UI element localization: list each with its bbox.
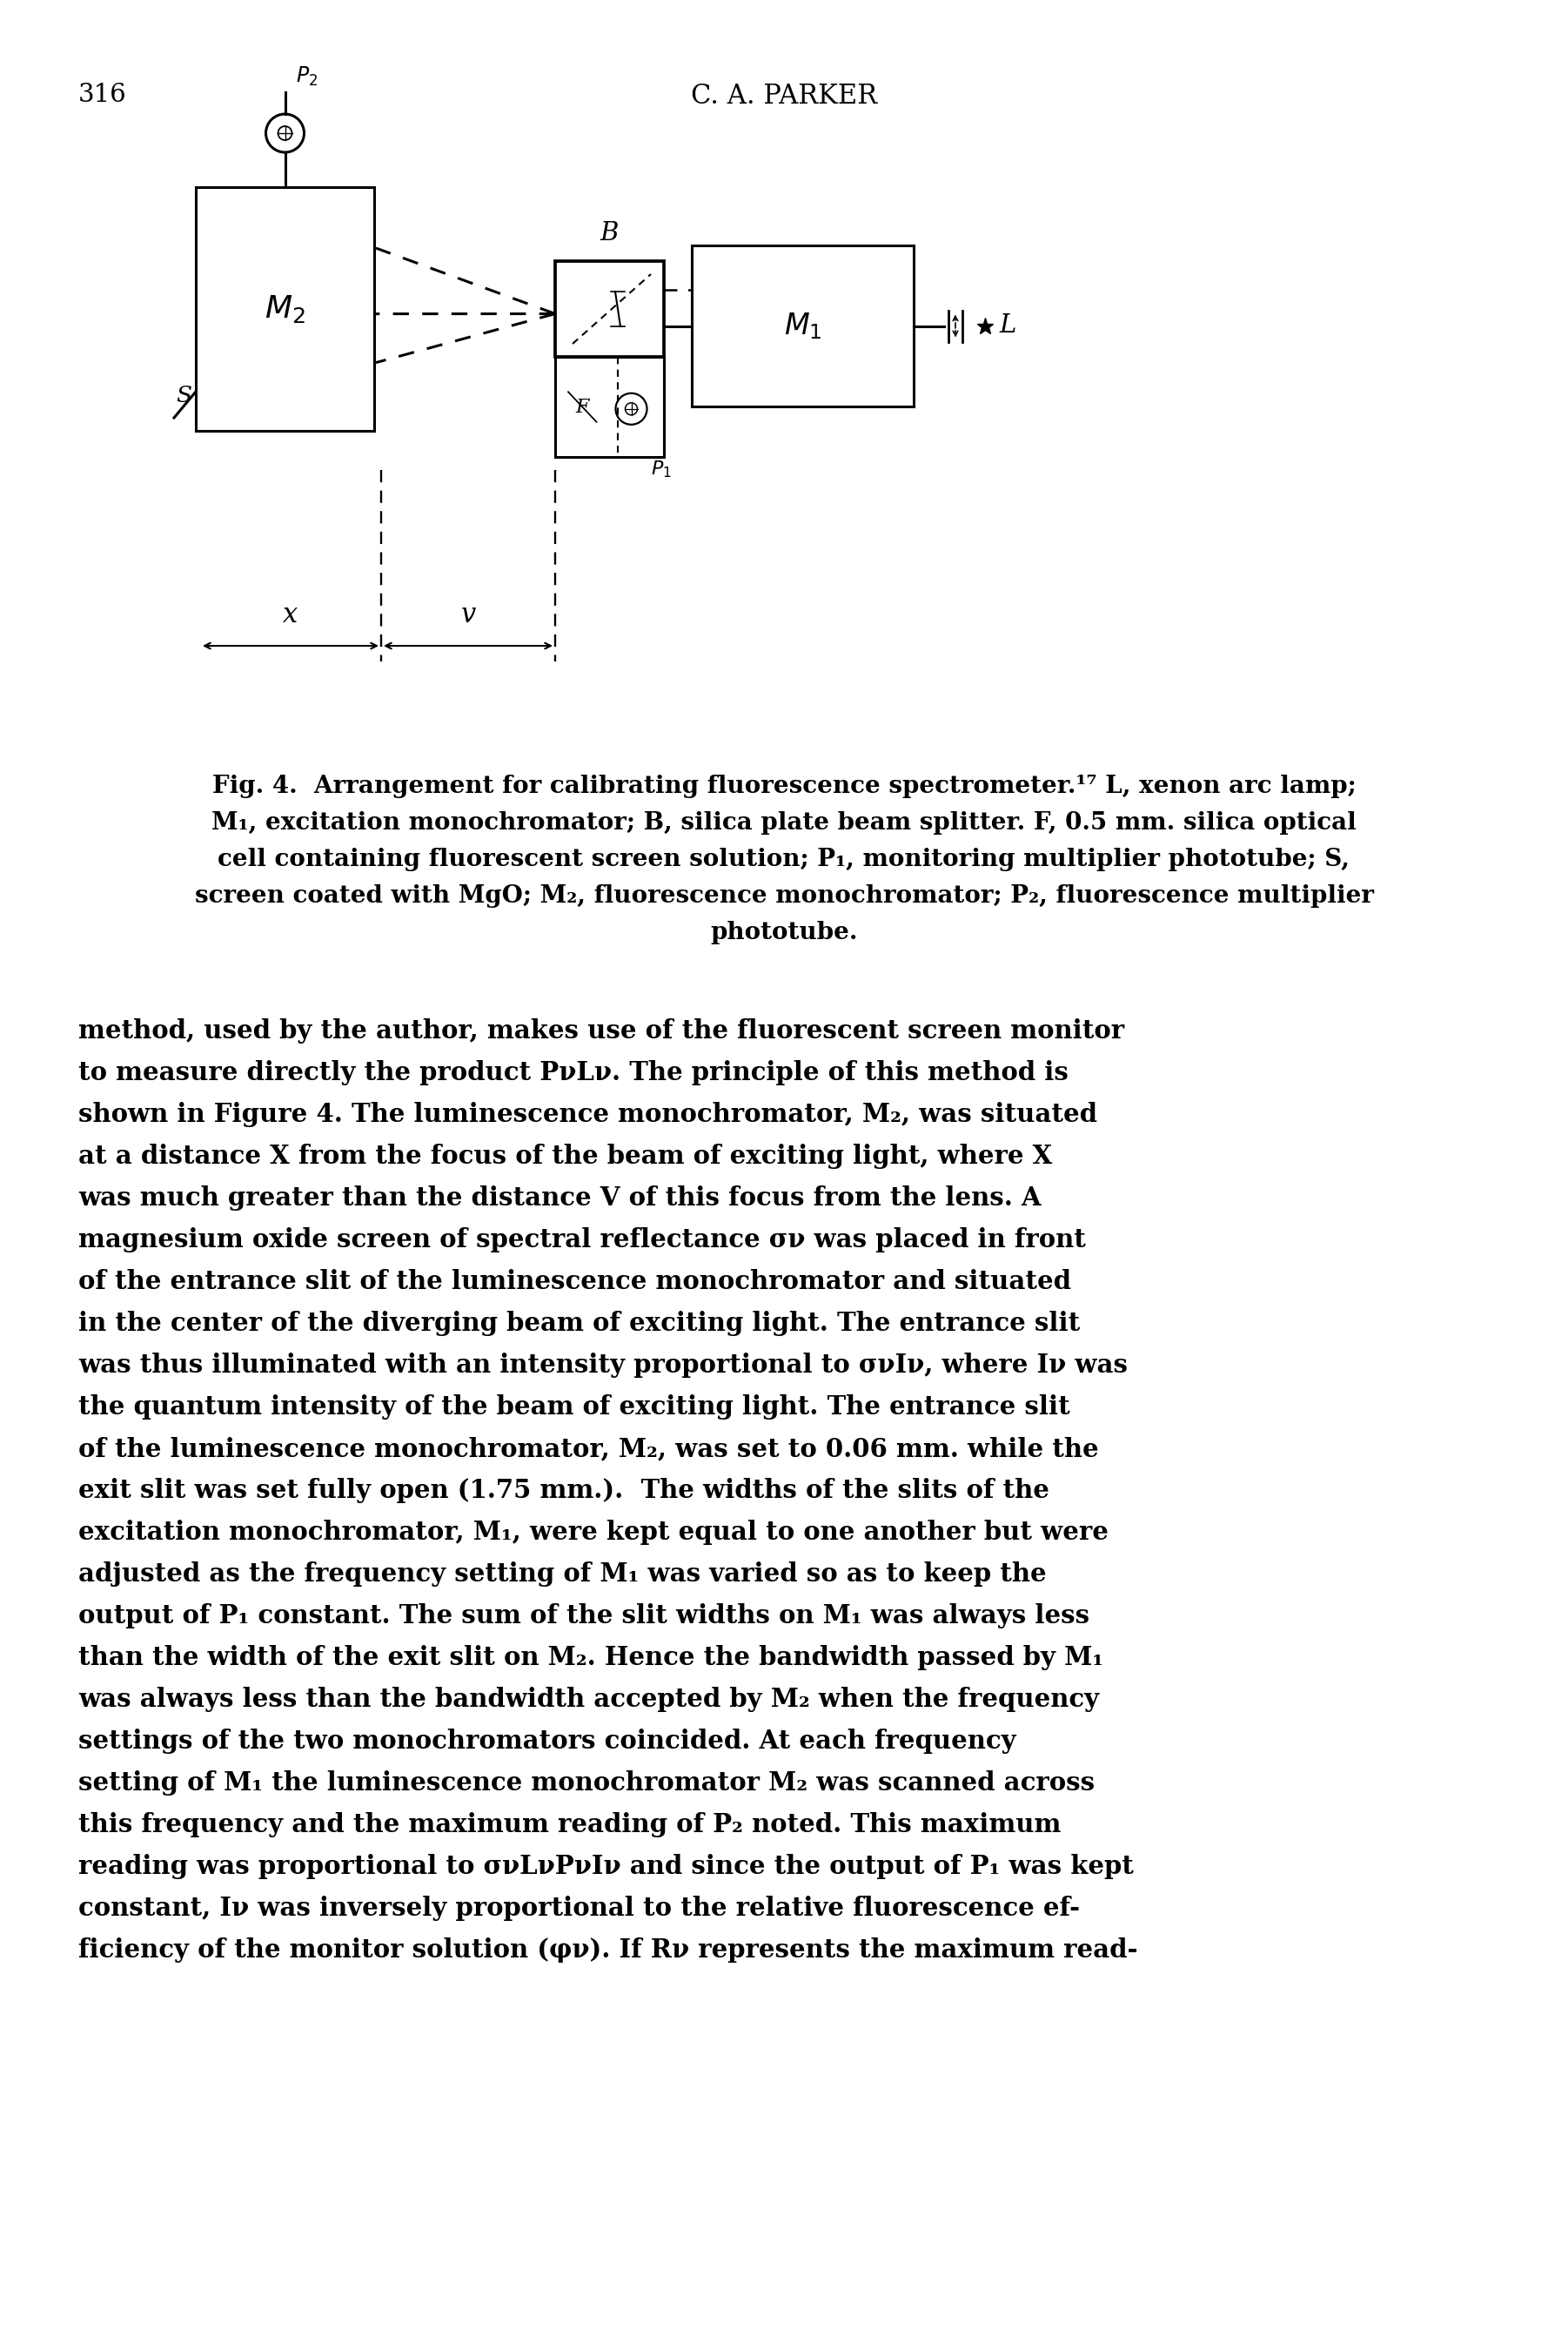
Text: $P_1$: $P_1$ [651, 458, 673, 479]
Text: this frequency and the maximum reading of P₂ noted. This maximum: this frequency and the maximum reading o… [78, 1812, 1062, 1838]
Text: excitation monochromator, M₁, were kept equal to one another but were: excitation monochromator, M₁, were kept … [78, 1520, 1109, 1544]
Text: screen coated with MgO; M₂, fluorescence monochromator; P₂, fluorescence multipl: screen coated with MgO; M₂, fluorescence… [194, 884, 1374, 907]
Text: L: L [999, 315, 1016, 338]
Text: 316: 316 [78, 82, 127, 108]
Text: of the luminescence monochromator, M₂, was set to 0.06 mm. while the: of the luminescence monochromator, M₂, w… [78, 1436, 1099, 1462]
Text: to measure directly the product PνLν. The principle of this method is: to measure directly the product PνLν. Th… [78, 1060, 1068, 1086]
Text: was always less than the bandwidth accepted by M₂ when the frequency: was always less than the bandwidth accep… [78, 1687, 1099, 1713]
Text: S: S [176, 385, 191, 407]
Text: shown in Figure 4. The luminescence monochromator, M₂, was situated: shown in Figure 4. The luminescence mono… [78, 1102, 1098, 1128]
Text: setting of M₁ the luminescence monochromator M₂ was scanned across: setting of M₁ the luminescence monochrom… [78, 1770, 1094, 1795]
Text: $P_2$: $P_2$ [295, 66, 317, 87]
Text: reading was proportional to σνLνPνIν and since the output of P₁ was kept: reading was proportional to σνLνPνIν and… [78, 1854, 1134, 1880]
Text: was much greater than the distance V of this focus from the lens. A: was much greater than the distance V of … [78, 1184, 1041, 1210]
Text: method, used by the author, makes use of the fluorescent screen monitor: method, used by the author, makes use of… [78, 1018, 1124, 1043]
Text: was thus illuminated with an intensity proportional to σνIν, where Iν was: was thus illuminated with an intensity p… [78, 1354, 1127, 1377]
Text: output of P₁ constant. The sum of the slit widths on M₁ was always less: output of P₁ constant. The sum of the sl… [78, 1603, 1090, 1629]
Text: B: B [601, 221, 619, 244]
Text: settings of the two monochromators coincided. At each frequency: settings of the two monochromators coinc… [78, 1730, 1016, 1753]
Bar [691, 244, 914, 407]
Text: magnesium oxide screen of spectral reflectance σν was placed in front: magnesium oxide screen of spectral refle… [78, 1227, 1085, 1253]
Text: F: F [575, 397, 590, 416]
Text: of the entrance slit of the luminescence monochromator and situated: of the entrance slit of the luminescence… [78, 1269, 1071, 1295]
Text: C. A. PARKER: C. A. PARKER [691, 82, 877, 110]
Text: phototube.: phototube. [710, 921, 858, 945]
Text: adjusted as the frequency setting of M₁ was varied so as to keep the: adjusted as the frequency setting of M₁ … [78, 1560, 1046, 1586]
Bar [555, 261, 663, 357]
Text: than the width of the exit slit on M₂. Hence the bandwidth passed by M₁: than the width of the exit slit on M₂. H… [78, 1645, 1104, 1671]
Text: cell containing fluorescent screen solution; P₁, monitoring multiplier phototube: cell containing fluorescent screen solut… [218, 848, 1350, 872]
Text: constant, Iν was inversely proportional to the relative fluorescence ef-: constant, Iν was inversely proportional … [78, 1896, 1080, 1920]
Text: the quantum intensity of the beam of exciting light. The entrance slit: the quantum intensity of the beam of exc… [78, 1394, 1069, 1419]
Text: x: x [284, 602, 298, 627]
Text: at a distance X from the focus of the beam of exciting light, where X: at a distance X from the focus of the be… [78, 1144, 1052, 1168]
Bar [196, 188, 375, 430]
Text: exit slit was set fully open (1.75 mm.).  The widths of the slits of the: exit slit was set fully open (1.75 mm.).… [78, 1478, 1049, 1504]
Text: Fig. 4.  Arrangement for calibrating fluorescence spectrometer.¹⁷ L, xenon arc l: Fig. 4. Arrangement for calibrating fluo… [212, 776, 1356, 799]
Text: v: v [461, 602, 475, 627]
Text: $M_2$: $M_2$ [265, 294, 306, 324]
Text: in the center of the diverging beam of exciting light. The entrance slit: in the center of the diverging beam of e… [78, 1311, 1080, 1337]
Bar [555, 357, 663, 456]
Text: M₁, excitation monochromator; B, silica plate beam splitter. F, 0.5 mm. silica o: M₁, excitation monochromator; B, silica … [212, 811, 1356, 834]
Text: $M_1$: $M_1$ [784, 310, 822, 341]
Text: ficiency of the monitor solution (φν). If Rν represents the maximum read-: ficiency of the monitor solution (φν). I… [78, 1936, 1138, 1962]
